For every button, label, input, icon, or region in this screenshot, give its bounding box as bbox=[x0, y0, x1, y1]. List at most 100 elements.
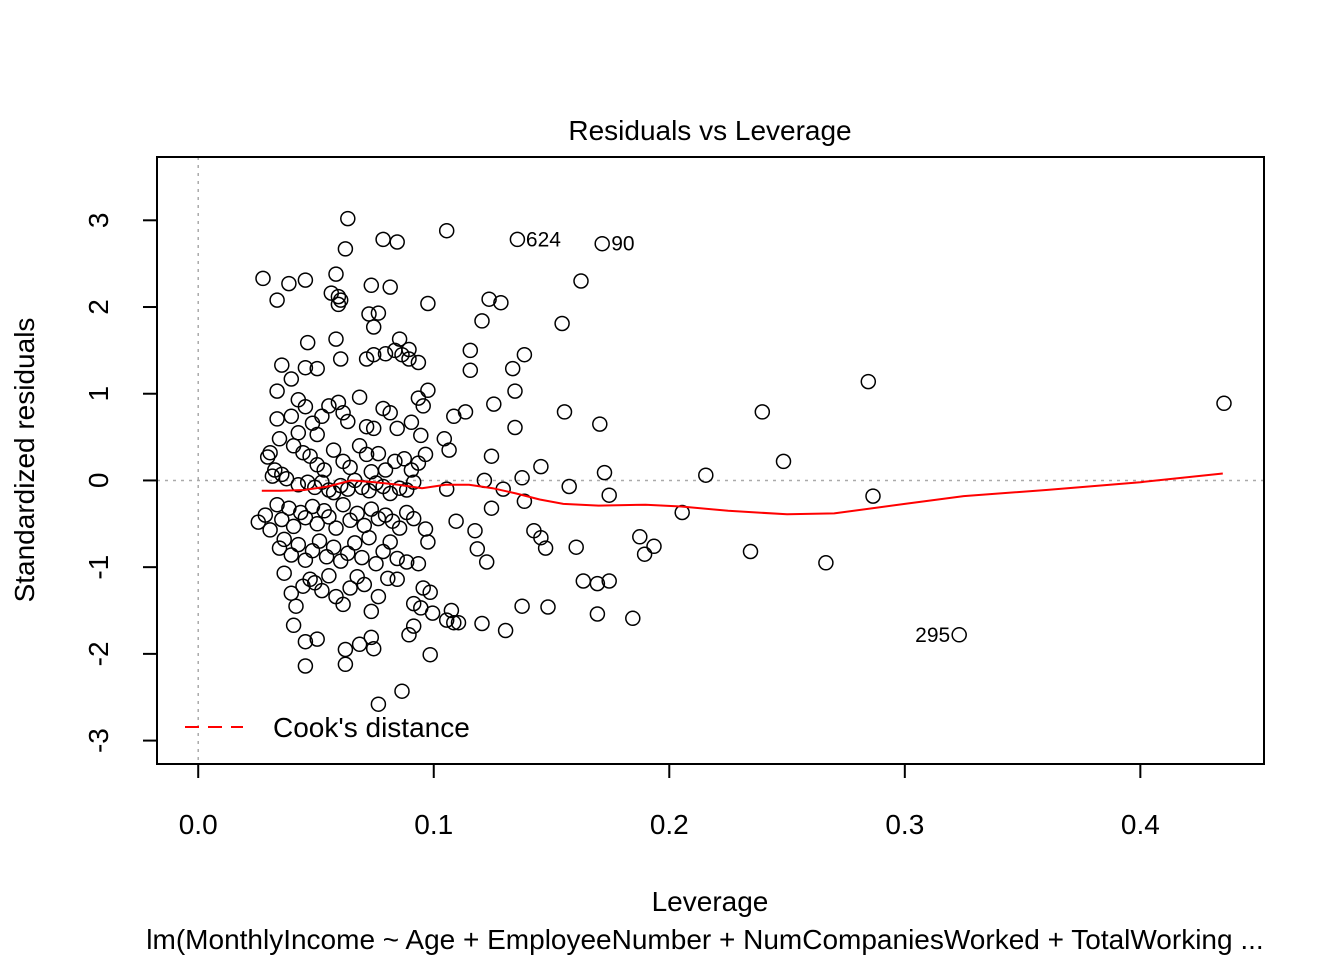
y-tick-label: 0 bbox=[83, 473, 114, 489]
data-point bbox=[302, 571, 318, 588]
y-tick-label: -3 bbox=[83, 728, 114, 753]
data-point bbox=[363, 501, 380, 517]
data-point bbox=[561, 478, 577, 495]
data-point bbox=[290, 477, 307, 493]
data-point bbox=[537, 540, 554, 556]
data-point bbox=[601, 487, 617, 503]
data-points bbox=[250, 210, 1232, 712]
point-label: 295 bbox=[915, 624, 950, 647]
data-point bbox=[318, 549, 335, 565]
data-point bbox=[450, 614, 467, 631]
data-point bbox=[462, 342, 479, 359]
data-point bbox=[403, 414, 420, 431]
data-point bbox=[304, 542, 321, 559]
data-point bbox=[274, 511, 290, 528]
data-point bbox=[413, 427, 429, 444]
data-point bbox=[358, 418, 375, 435]
data-point bbox=[575, 573, 592, 589]
data-point bbox=[370, 445, 387, 462]
data-point bbox=[330, 288, 347, 305]
data-point bbox=[283, 408, 300, 425]
data-point bbox=[507, 419, 523, 436]
data-point bbox=[363, 629, 380, 646]
data-point bbox=[332, 351, 349, 367]
data-point bbox=[405, 618, 422, 634]
data-point bbox=[309, 516, 325, 532]
data-point bbox=[497, 622, 514, 639]
data-point bbox=[474, 615, 490, 632]
data-point bbox=[363, 603, 380, 620]
data-point bbox=[646, 538, 662, 555]
data-point bbox=[420, 295, 436, 312]
data-point bbox=[288, 598, 304, 614]
data-point bbox=[269, 411, 285, 427]
data-point bbox=[424, 605, 441, 621]
data-point bbox=[860, 373, 877, 390]
data-point bbox=[314, 408, 330, 425]
data-point bbox=[422, 584, 438, 601]
data-point bbox=[625, 610, 641, 627]
data-point bbox=[389, 234, 405, 250]
data-point bbox=[337, 656, 354, 673]
data-point bbox=[410, 555, 427, 572]
data-point bbox=[478, 554, 495, 570]
data-point bbox=[507, 383, 523, 399]
data-point bbox=[340, 413, 356, 430]
data-point bbox=[358, 446, 375, 463]
data-point bbox=[297, 272, 314, 288]
data-point bbox=[486, 396, 502, 412]
data-point bbox=[533, 529, 549, 546]
data-point bbox=[354, 549, 370, 566]
data-point bbox=[340, 210, 356, 227]
data-point bbox=[321, 509, 337, 525]
y-tick-label: 3 bbox=[83, 213, 114, 229]
y-tick-label: -2 bbox=[83, 641, 114, 666]
x-tick-label: 0.1 bbox=[414, 809, 453, 840]
y-axis-label: Standardized residuals bbox=[9, 318, 40, 603]
data-point bbox=[483, 500, 500, 516]
data-point bbox=[257, 507, 274, 523]
data-point bbox=[601, 573, 617, 589]
data-point bbox=[509, 231, 526, 248]
data-point bbox=[1216, 395, 1232, 412]
data-point bbox=[754, 404, 771, 420]
point-label: 90 bbox=[611, 233, 634, 256]
data-point bbox=[276, 531, 292, 548]
data-point bbox=[436, 431, 453, 447]
data-point bbox=[274, 357, 290, 373]
data-point bbox=[389, 550, 405, 567]
data-point bbox=[398, 554, 415, 570]
data-point bbox=[351, 636, 368, 653]
data-point bbox=[309, 426, 325, 443]
legend: Cook's distance bbox=[185, 712, 470, 743]
data-point bbox=[269, 496, 285, 513]
point-labels: 624 90 295 bbox=[526, 228, 950, 646]
data-point bbox=[321, 568, 337, 584]
data-point bbox=[297, 509, 314, 526]
y-tick-label: -1 bbox=[83, 555, 114, 580]
data-point bbox=[417, 446, 434, 463]
data-point bbox=[405, 510, 422, 527]
y-axis: -3 -2 -1 0 1 2 3 bbox=[83, 213, 158, 753]
data-point bbox=[311, 533, 328, 549]
data-point bbox=[285, 518, 302, 535]
data-point bbox=[370, 305, 387, 321]
data-point bbox=[335, 596, 351, 613]
data-point bbox=[337, 641, 354, 658]
data-point bbox=[818, 555, 834, 571]
data-point bbox=[457, 404, 474, 420]
data-point bbox=[274, 466, 290, 483]
data-point bbox=[410, 390, 427, 406]
data-point bbox=[422, 646, 438, 663]
data-point bbox=[365, 420, 382, 437]
data-point bbox=[342, 580, 358, 596]
data-point bbox=[533, 458, 549, 475]
data-point bbox=[438, 222, 455, 239]
data-point bbox=[340, 545, 356, 562]
data-point bbox=[297, 658, 314, 674]
data-point bbox=[516, 346, 533, 363]
data-point bbox=[337, 241, 354, 257]
data-point bbox=[554, 315, 570, 332]
data-point bbox=[438, 612, 455, 628]
data-point bbox=[271, 540, 288, 556]
